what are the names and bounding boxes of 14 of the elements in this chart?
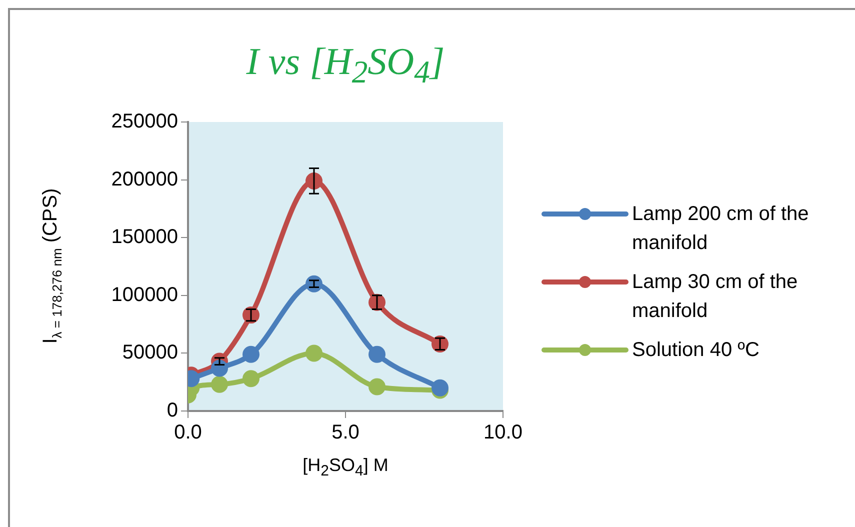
y-tick-label: 50000 (122, 342, 178, 364)
y-tick-label: 150000 (111, 226, 178, 248)
legend-label: Solution 40 ºC (632, 338, 760, 363)
x-tick-label: 5.0 (332, 422, 360, 444)
x-tick-label: 0.0 (174, 422, 202, 444)
x-axis-title: [H$_{2}$SO$_{4}$] M (302, 455, 390, 480)
y-tick-label: 200000 (111, 168, 178, 190)
y-tick-label: 100000 (111, 284, 178, 306)
chart-title: I vs [H$_{2}$SO$_{4}$] (245, 40, 446, 91)
x-tick-label: 10.0 (484, 422, 522, 444)
legend-label: Lamp 30 cm of the manifold (632, 270, 799, 324)
y-tick-label: 250000 (111, 110, 178, 133)
y-tick-label: 0 (166, 400, 178, 422)
legend-label: Lamp 200 cm of the manifold (632, 202, 810, 256)
